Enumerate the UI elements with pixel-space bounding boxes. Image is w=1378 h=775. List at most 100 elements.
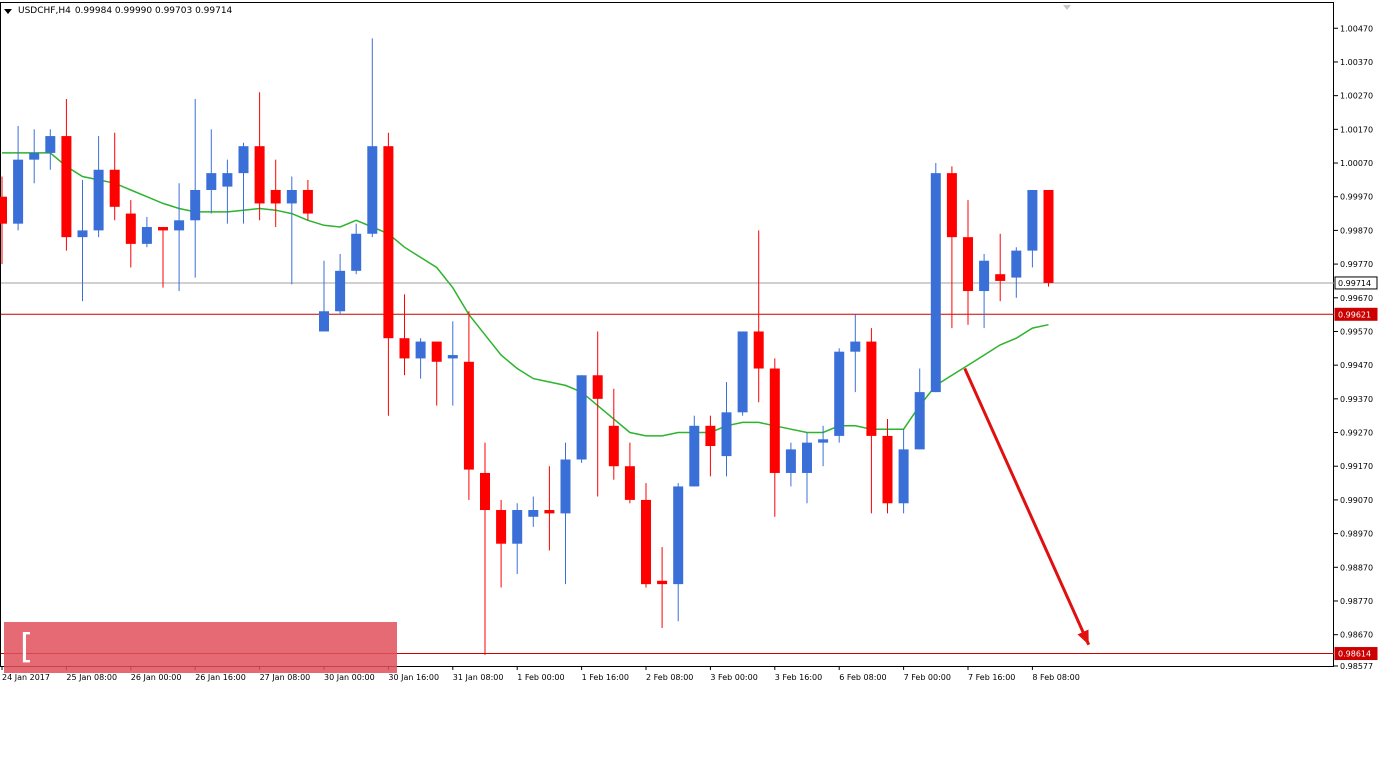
candle [818,425,829,467]
watermark-text: [ www.instaforex.com ] [20,627,373,769]
candle-body [0,196,7,224]
symbol-label: USDCHF,H4 [18,6,71,16]
candle [125,200,136,268]
candle-body [286,189,297,204]
candle [802,432,812,504]
down-arrow-shaft [963,367,1091,646]
candle-body [705,425,716,447]
candle [383,132,394,416]
x-tick-label: 6 Feb 08:00 [839,673,886,682]
candle-body [802,442,812,473]
candle [866,328,877,514]
candle [141,216,152,248]
y-tick-label: 0.99870 [1340,226,1373,235]
candle [190,99,201,278]
x-tick-label: 7 Feb 00:00 [904,673,951,682]
candle [463,311,474,500]
candle [302,179,313,221]
y-tick-label: 0.99170 [1340,462,1373,471]
y-tick-label: 0.98970 [1340,530,1373,539]
y-tick-label: 0.98770 [1340,597,1373,606]
y-tick-label: 0.98670 [1340,631,1373,640]
chart-shift-marker-icon[interactable] [1063,5,1071,10]
y-tick-label: 1.00270 [1340,92,1373,101]
candle [834,348,845,443]
candle [576,375,587,463]
candle [769,358,780,517]
candle [77,179,88,302]
candle-body [689,425,700,487]
candle-body [109,169,120,207]
candle-body [302,189,313,214]
candle-body [624,466,635,500]
candle-body [946,173,957,238]
candle-body [592,375,603,399]
y-tick-label: 1.00370 [1340,58,1373,67]
y-tick-label: 0.99670 [1340,294,1373,303]
candle [109,132,120,221]
candle [544,466,555,551]
candle-body [898,449,909,504]
candle-body [979,260,990,292]
watermark-banner: [ www.instaforex.com ] [4,622,397,769]
price-label-text: 0.99714 [1338,279,1371,288]
candle [657,547,668,628]
candle-body [190,189,201,221]
candle [946,166,957,329]
x-tick-label: 2 Feb 08:00 [646,673,693,682]
x-tick-label: 3 Feb 16:00 [775,673,822,682]
candle [1027,189,1038,268]
candle-body [270,189,281,204]
candle [480,442,490,655]
candle [367,38,378,238]
candle-body [528,510,539,517]
x-tick-label: 26 Jan 00:00 [131,673,182,682]
dropdown-triangle-icon[interactable] [4,8,12,14]
candle [45,129,56,170]
candles-layer [0,38,1054,655]
candle [319,260,329,332]
y-tick-label: 0.98577 [1340,662,1373,671]
candle-body [206,173,217,190]
down-arrow-head [1077,629,1089,645]
x-tick-label: 26 Jan 16:00 [195,673,246,682]
candle-body [818,439,829,443]
candle [979,253,990,329]
candle-body [431,341,442,362]
candle-body [914,392,925,450]
candle [673,483,684,622]
candle [0,176,7,265]
candle [158,227,168,288]
candle [882,419,893,514]
candle [528,496,539,527]
candle [206,129,217,214]
candle-body [158,227,168,231]
price-label-text: 0.98614 [1338,650,1371,659]
y-tick-label: 0.98870 [1340,563,1373,572]
x-tick-label: 27 Jan 08:00 [260,673,311,682]
x-tick-label: 1 Feb 16:00 [582,673,629,682]
candle-body [882,435,893,504]
candle [399,294,410,376]
candle [641,483,651,588]
candle-body [45,136,56,153]
candle-body [399,338,410,359]
y-tick-label: 0.99070 [1340,496,1373,505]
price-label-box [1334,307,1378,321]
candle [689,415,700,487]
candle-body [319,311,329,332]
candle-body [463,361,474,470]
y-tick-label: 0.99270 [1340,429,1373,438]
candle [560,442,571,585]
candle [286,176,297,285]
arrow-layer [963,367,1091,646]
candle [335,253,346,315]
candle-body [737,331,748,413]
candle-body [480,472,490,511]
candle [914,368,925,450]
candle [930,163,941,393]
candle-body [93,169,104,231]
candle-body [125,213,136,244]
candle-body [721,412,732,457]
candle-body [383,146,394,339]
